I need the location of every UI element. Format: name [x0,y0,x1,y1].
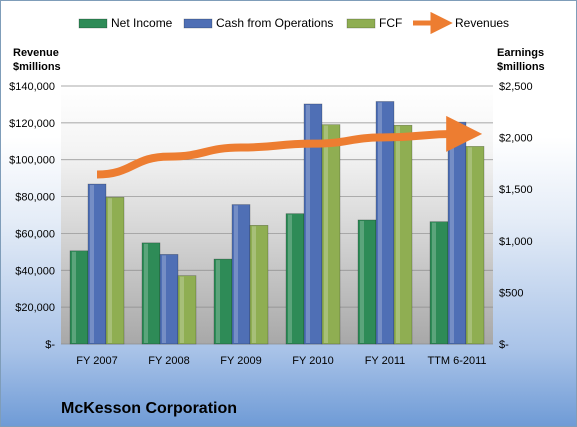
legend-label-net-income: Net Income [111,16,173,30]
x-tick-label: TTM 6-2011 [427,355,486,367]
left-tick-label: $140,000 [9,81,55,93]
bar-fcf-fy-2011 [393,124,413,345]
bar-highlight [180,276,184,343]
bar-highlight [468,147,472,343]
x-tick-label: FY 2011 [365,355,406,367]
x-tick-label: FY 2009 [220,355,261,367]
left-tick-label: $- [45,339,55,351]
legend-label-revenues: Revenues [455,16,509,30]
left-tick-label: $80,000 [15,192,55,204]
legend-swatch-cash-from-operations [183,18,213,29]
right-tick-label: $2,500 [499,81,533,93]
right-axis-title-line1: Earnings [497,47,544,59]
left-tick-label: $60,000 [15,228,55,240]
left-tick-label: $100,000 [9,155,55,167]
bar-highlight [306,104,310,343]
right-tick-label: $1,500 [499,184,533,196]
bar-highlight [396,126,400,343]
plot-area [61,86,493,344]
bar-highlight [324,125,328,343]
bar-fcf-fy-2009 [249,225,269,345]
legend-label-cash-from-operations: Cash from Operations [216,16,333,30]
x-tick-label: FY 2008 [148,355,189,367]
right-tick-label: $1,000 [499,236,533,248]
bar-highlight [162,255,166,343]
legend-swatch-fcf [346,18,376,29]
company-name: McKesson Corporation [61,400,237,417]
right-tick-label: $500 [499,287,523,299]
right-tick-label: $2,000 [499,133,533,145]
bar-highlight [360,220,364,343]
bar-fcf-fy-2010 [321,124,341,345]
right-tick-label: $- [499,339,509,351]
bar-highlight [450,123,454,344]
x-tick-label: FY 2010 [292,355,333,367]
bar-highlight [108,198,112,343]
bar-highlight [432,222,436,343]
bar-fcf-fy-2007 [105,196,125,345]
bar-highlight [234,205,238,343]
bar-highlight [90,185,94,343]
bar-highlight [378,102,382,343]
legend: Net Income Cash from Operations FCF Revenue… [78,11,509,35]
right-axis-title-line2: $millions [497,61,545,73]
bar-fcf-fy-2008 [177,275,197,345]
x-tick-label: FY 2007 [76,355,117,367]
series-line-revenues [96,115,483,179]
left-tick-label: $40,000 [15,265,55,277]
bar-highlight [288,214,292,343]
legend-label-fcf: FCF [379,16,402,30]
left-axis-title-line2: $millions [13,61,61,73]
bar-highlight [72,251,76,343]
bar-highlight [252,226,256,343]
bar-highlight [144,243,148,343]
left-tick-label: $20,000 [15,302,55,314]
left-axis-title-line1: Revenue [13,47,59,59]
legend-swatch-net-income [78,18,108,29]
bar-highlight [216,260,220,343]
left-tick-label: $120,000 [9,118,55,130]
